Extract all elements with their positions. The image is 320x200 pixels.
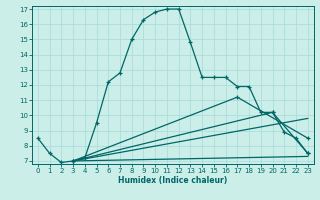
X-axis label: Humidex (Indice chaleur): Humidex (Indice chaleur): [118, 176, 228, 185]
